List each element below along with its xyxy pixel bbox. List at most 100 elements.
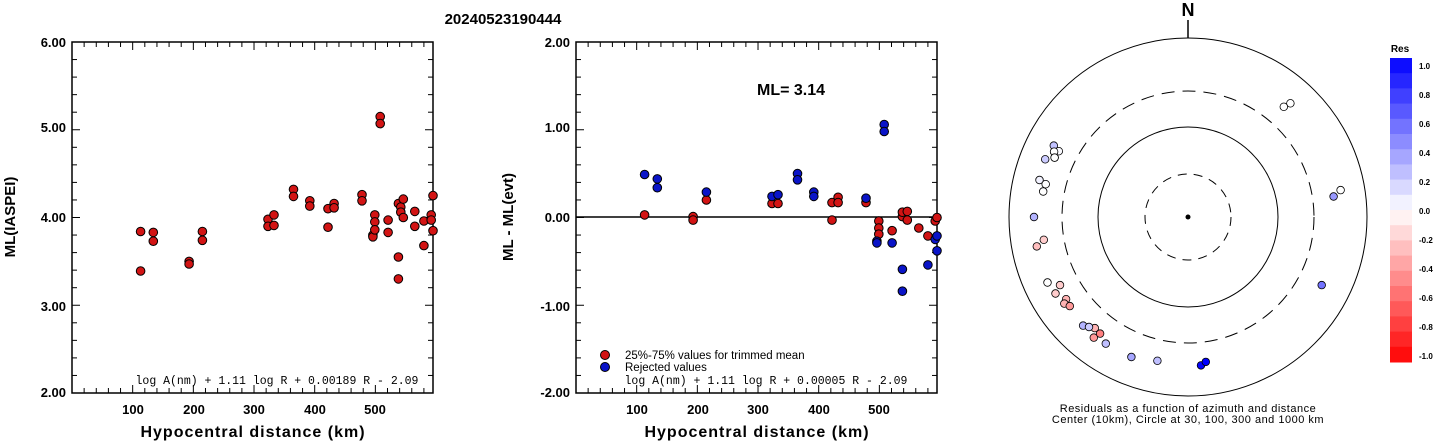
accepted-point [398,194,409,204]
x-tick-label: 400 [304,402,326,417]
accepted-point [370,225,380,235]
y-tick-label: 4.00 [41,210,66,225]
accepted-point [932,212,942,223]
legend-label-accepted: 25%-75% values for trimmed mean [625,350,805,362]
residual-point [1095,329,1105,338]
residual-point [1032,242,1041,251]
panel2-y-tick-labels: -2.00 -1.00 0.00 1.00 2.00 [540,35,570,400]
rejected-point [897,264,908,275]
residual-point [1055,280,1065,290]
x-axis-label: Hypocentral distance (km) [140,424,365,441]
accepted-point [419,240,429,251]
colorbar-cells [1390,58,1412,363]
ring-100km [1097,126,1279,308]
rejected-point [932,246,942,256]
accepted-point [701,195,712,205]
rejected-point [861,193,871,203]
accepted-point [375,118,386,129]
residual-point [1051,289,1060,298]
residual-point [1029,212,1039,222]
residual-point [1317,280,1326,290]
colorbar-cell [1390,103,1412,120]
rejected-point [639,169,650,180]
x-tick-label: 300 [243,402,265,417]
x-tick-label: 500 [868,402,890,417]
accepted-point [827,215,837,225]
residual-point [1035,175,1044,185]
formula-text: log A(nm) + 1.11 log R + 0.00189 R - 2.0… [136,375,419,388]
accepted-point [288,191,299,202]
x-tick-label: 100 [626,402,648,417]
panel1-frame [71,41,434,394]
rejected-point [809,191,819,202]
colorbar-tick-label: -0.8 [1419,323,1433,332]
north-label: N [1182,0,1195,20]
accepted-point [428,190,438,201]
colorbar-cell [1390,134,1412,150]
accepted-point [135,266,146,276]
residual-point [1043,278,1052,287]
polar-points [1029,99,1345,370]
colorbar-tick-label: -0.4 [1419,265,1433,274]
legend-marker-accepted [600,350,610,360]
accepted-point [410,206,420,217]
accepted-point [639,210,650,220]
formula-text: log A(nm) + 1.11 log R + 0.00005 R - 2.0… [625,375,908,388]
panel-polar-residuals: N Residuals as a function of azimuth and… [1008,0,1368,426]
rejected-point [652,174,663,184]
x-tick-label: 500 [364,402,386,417]
rejected-point [792,175,803,185]
accepted-point [197,235,208,246]
accepted-point [383,215,393,225]
accepted-point [833,197,843,208]
polar-caption-1: Residuals as a function of azimuth and d… [1060,403,1316,415]
panel-ml-iaspei: 2.00 3.00 4.00 5.00 6.00 100 200 300 400… [2,35,438,441]
colorbar-tick-label: -0.2 [1419,236,1433,245]
accepted-point [148,227,159,238]
residual-point [1101,339,1110,348]
panel1-points [135,111,438,284]
colorbar-tick-label: 0.4 [1419,149,1431,158]
colorbar-cell [1390,301,1412,317]
colorbar-cell [1390,88,1412,105]
colorbar-cell [1390,118,1412,135]
x-tick-label: 100 [122,402,144,417]
rejected-point [923,260,933,270]
residual-point [1038,187,1048,196]
colorbar-tick-label: 0.0 [1419,207,1431,216]
rejected-point [652,182,663,193]
colorbar-cell [1390,255,1412,272]
panel1-y-tick-labels: 2.00 3.00 4.00 5.00 6.00 [41,35,66,400]
accepted-point [773,198,783,209]
y-tick-label: -2.00 [540,385,570,400]
y-tick-label: 1.00 [545,120,570,135]
legend-marker-rejected [600,362,610,372]
rejected-point [872,238,882,248]
x-tick-label: 400 [808,402,830,417]
accepted-point [902,206,913,217]
accepted-point [184,259,194,269]
colorbar-cell [1390,331,1412,348]
y-tick-label: 0.00 [545,210,570,225]
y-axis-label: ML(IASPEI) [2,177,19,258]
ml-annotation: ML= 3.14 [757,82,825,99]
accepted-point [135,226,146,237]
colorbar-cell [1390,179,1412,196]
accepted-point [329,203,339,213]
rejected-point [887,238,897,248]
residual-point [1279,102,1288,111]
residual-point [1041,179,1050,189]
colorbar-cell [1390,225,1412,241]
accepted-point [197,226,208,237]
panel-ml-residual: -2.00 -1.00 0.00 1.00 2.00 100 200 300 4… [500,35,942,441]
accepted-point [426,215,437,225]
x-axis-label: Hypocentral distance (km) [644,424,869,441]
residual-point [1329,192,1338,201]
colorbar-tick-label: 0.2 [1419,178,1431,187]
colorbar-tick-labels: 1.0 0.8 0.6 0.4 0.2 0.0 -0.2 -0.4 -0.6 -… [1419,62,1433,361]
y-tick-label: -1.00 [540,299,570,314]
residual-point [1089,333,1098,342]
y-tick-label: 3.00 [41,299,66,314]
panel2-points [639,119,942,297]
accepted-point [148,236,159,246]
